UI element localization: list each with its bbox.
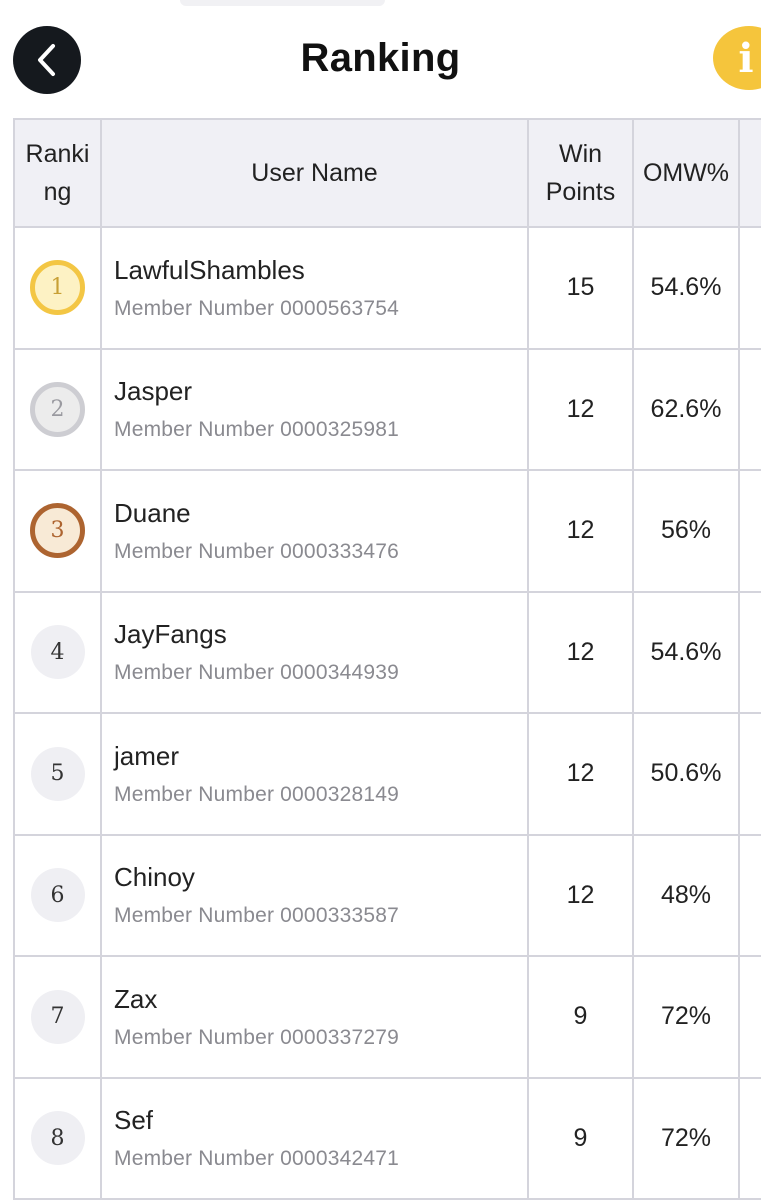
table-row[interactable]: 3 Duane Member Number 0000333476 12 56% bbox=[14, 470, 761, 593]
user-cell: jamer Member Number 0000328149 bbox=[101, 713, 529, 836]
user-cell: Sef Member Number 0000342471 bbox=[101, 1077, 529, 1200]
table-row[interactable]: 8 Sef Member Number 0000342471 9 72% bbox=[14, 1077, 761, 1200]
back-button[interactable] bbox=[13, 26, 81, 94]
page-title: Ranking bbox=[300, 36, 461, 80]
user-cell: JayFangs Member Number 0000344939 bbox=[101, 591, 529, 714]
extra-cell bbox=[739, 470, 761, 593]
table-row[interactable]: 1 LawfulShambles Member Number 000056375… bbox=[14, 227, 761, 350]
rank-cell: 5 bbox=[14, 713, 102, 836]
silver-medal-icon: 2 bbox=[30, 381, 85, 437]
rank-badge: 5 bbox=[30, 746, 85, 801]
member-number: Member Number 0000337279 bbox=[114, 1025, 399, 1049]
omw-cell: 48% bbox=[633, 834, 740, 957]
header-user-name: User Name bbox=[101, 119, 529, 228]
user-cell: LawfulShambles Member Number 0000563754 bbox=[101, 227, 529, 350]
omw-cell: 54.6% bbox=[633, 227, 740, 350]
win-points-cell: 12 bbox=[528, 591, 634, 714]
member-number: Member Number 0000344939 bbox=[114, 661, 399, 685]
chevron-left-icon bbox=[38, 44, 55, 76]
rank-cell: 4 bbox=[14, 591, 102, 714]
header-extra bbox=[739, 119, 761, 228]
extra-cell bbox=[739, 956, 761, 1079]
rank-cell: 8 bbox=[14, 1077, 102, 1200]
table-row[interactable]: 5 jamer Member Number 0000328149 12 50.6… bbox=[14, 713, 761, 836]
member-number: Member Number 0000328149 bbox=[114, 782, 399, 806]
user-name: JayFangs bbox=[114, 619, 227, 650]
rank-cell: 2 bbox=[14, 348, 102, 471]
omw-cell: 62.6% bbox=[633, 348, 740, 471]
ranking-table-scroll[interactable]: Ranking User Name Win Points OMW% 1 Lawf… bbox=[13, 118, 761, 1200]
bronze-medal-icon: 3 bbox=[30, 503, 85, 559]
win-points-cell: 12 bbox=[528, 834, 634, 957]
table-row[interactable]: 2 Jasper Member Number 0000325981 12 62.… bbox=[14, 348, 761, 471]
extra-cell bbox=[739, 591, 761, 714]
user-name: Jasper bbox=[114, 376, 193, 407]
ranking-table: Ranking User Name Win Points OMW% 1 Lawf… bbox=[13, 118, 761, 1200]
win-points-cell: 9 bbox=[528, 956, 634, 1079]
user-cell: Jasper Member Number 0000325981 bbox=[101, 348, 529, 471]
user-name: Sef bbox=[114, 1105, 154, 1136]
omw-cell: 56% bbox=[633, 470, 740, 593]
header-ranking: Ranking bbox=[14, 119, 102, 228]
user-name: jamer bbox=[114, 740, 180, 771]
header-win-points-label: Win Points bbox=[545, 140, 616, 206]
win-points-cell: 15 bbox=[528, 227, 634, 350]
extra-cell bbox=[739, 713, 761, 836]
member-number: Member Number 0000342471 bbox=[114, 1147, 399, 1171]
user-cell: Duane Member Number 0000333476 bbox=[101, 470, 529, 593]
table-row[interactable]: 7 Zax Member Number 0000337279 9 72% bbox=[14, 956, 761, 1079]
rank-badge: 8 bbox=[30, 1111, 85, 1166]
extra-cell bbox=[739, 1077, 761, 1200]
user-name: Duane bbox=[114, 497, 191, 528]
rank-badge: 7 bbox=[30, 989, 85, 1044]
extra-cell bbox=[739, 834, 761, 957]
omw-cell: 72% bbox=[633, 956, 740, 1079]
user-name: Chinoy bbox=[114, 862, 195, 893]
rank-cell: 7 bbox=[14, 956, 102, 1079]
rank-cell: 1 bbox=[14, 227, 102, 350]
member-number: Member Number 0000563754 bbox=[114, 296, 399, 320]
win-points-cell: 12 bbox=[528, 470, 634, 593]
member-number: Member Number 0000333476 bbox=[114, 539, 399, 563]
extra-cell bbox=[739, 227, 761, 350]
rank-cell: 6 bbox=[14, 834, 102, 957]
user-cell: Zax Member Number 0000337279 bbox=[101, 956, 529, 1079]
omw-cell: 72% bbox=[633, 1077, 740, 1200]
win-points-cell: 12 bbox=[528, 348, 634, 471]
table-header-row: Ranking User Name Win Points OMW% bbox=[14, 119, 761, 228]
gold-medal-icon: 1 bbox=[30, 260, 85, 316]
win-points-cell: 9 bbox=[528, 1077, 634, 1200]
info-icon: i bbox=[738, 34, 754, 82]
header: Ranking i bbox=[0, 0, 761, 118]
top-handle bbox=[180, 0, 385, 6]
table-row[interactable]: 6 Chinoy Member Number 0000333587 12 48% bbox=[14, 834, 761, 957]
member-number: Member Number 0000325981 bbox=[114, 418, 399, 442]
table-row[interactable]: 4 JayFangs Member Number 0000344939 12 5… bbox=[14, 591, 761, 714]
header-win-points: Win Points bbox=[528, 119, 634, 228]
win-points-cell: 12 bbox=[528, 713, 634, 836]
header-omw: OMW% bbox=[633, 119, 740, 228]
user-name: Zax bbox=[114, 983, 158, 1014]
omw-cell: 50.6% bbox=[633, 713, 740, 836]
member-number: Member Number 0000333587 bbox=[114, 904, 399, 928]
omw-cell: 54.6% bbox=[633, 591, 740, 714]
user-name: LawfulShambles bbox=[114, 254, 305, 285]
rank-badge: 6 bbox=[30, 868, 85, 923]
rank-badge: 4 bbox=[30, 625, 85, 680]
user-cell: Chinoy Member Number 0000333587 bbox=[101, 834, 529, 957]
extra-cell bbox=[739, 348, 761, 471]
rank-cell: 3 bbox=[14, 470, 102, 593]
